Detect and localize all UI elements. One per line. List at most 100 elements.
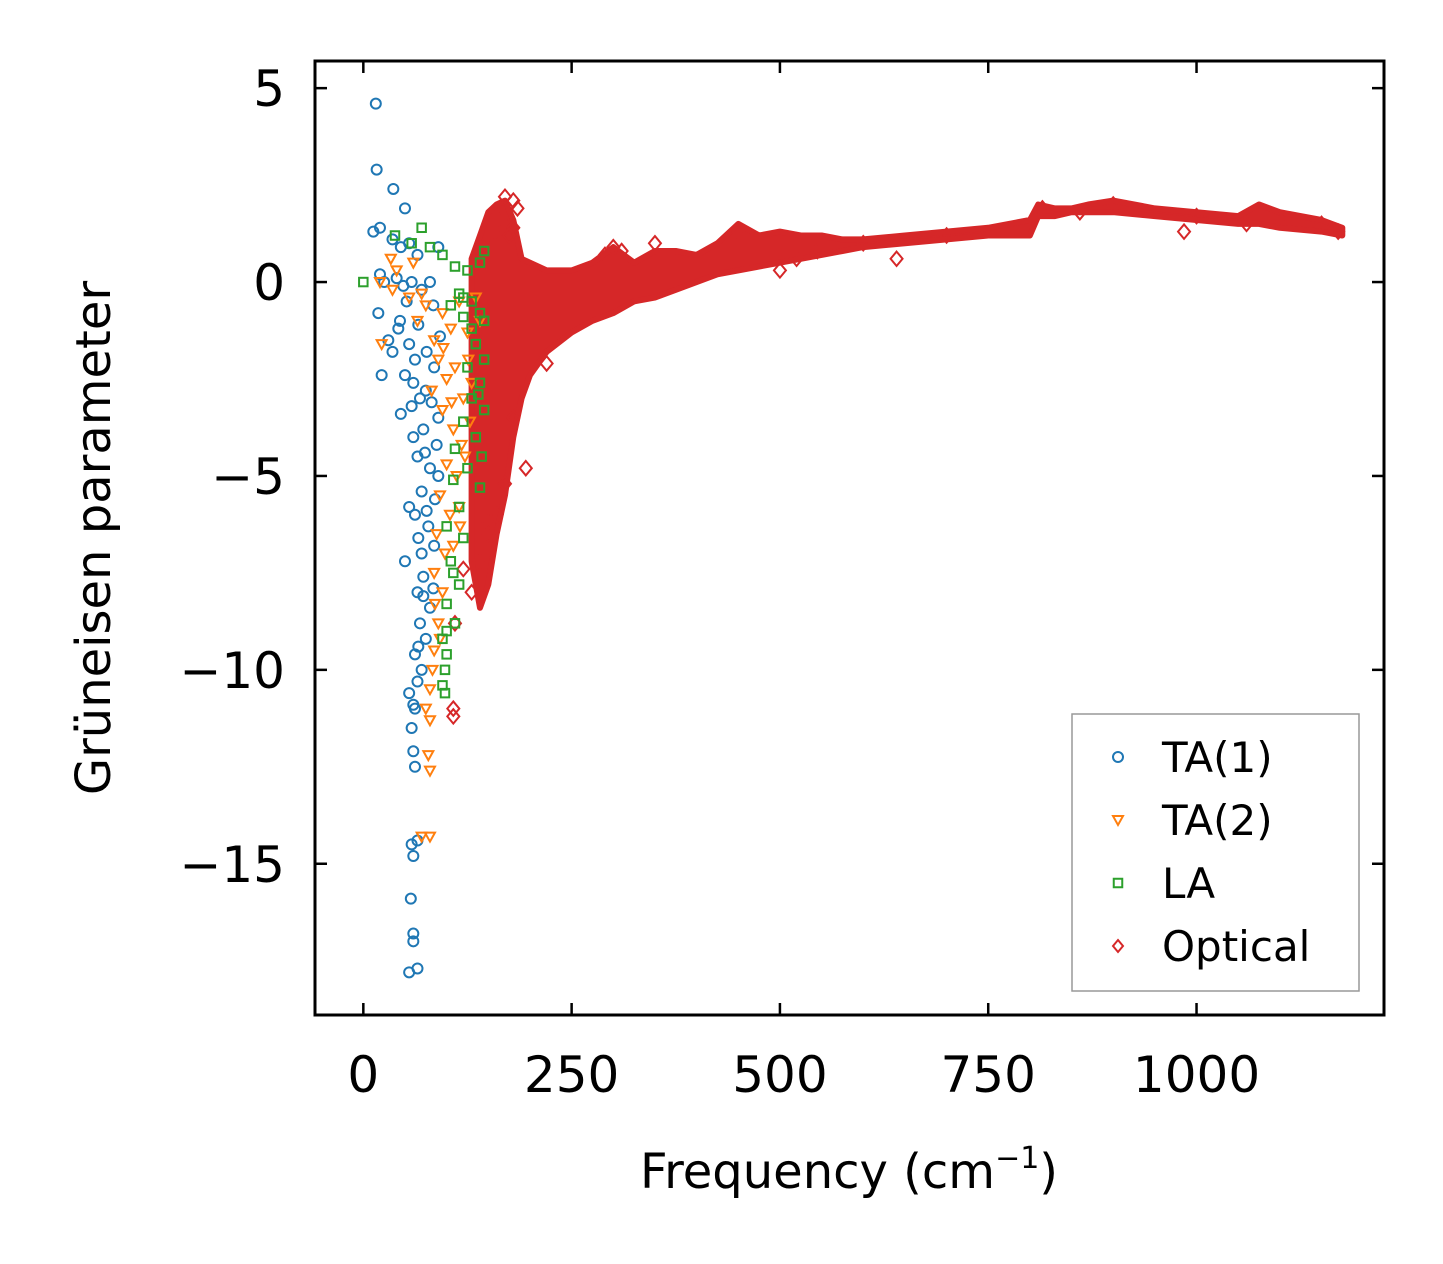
data-point-ta-2 <box>446 424 461 437</box>
data-point-la <box>437 249 448 261</box>
data-point-ta-1 <box>412 318 425 331</box>
data-point-ta-1 <box>407 927 420 940</box>
data-point-ta-1 <box>415 663 428 676</box>
data-point-optical <box>1330 222 1346 241</box>
data-point-ta-1 <box>398 202 411 215</box>
data-point-la <box>445 300 457 311</box>
data-point-optical <box>647 234 663 253</box>
data-point-ta-2 <box>427 645 441 658</box>
data-point-optical <box>506 218 521 237</box>
data-point-optical <box>497 187 513 206</box>
data-point-ta-1 <box>404 892 417 905</box>
data-point-optical <box>855 234 871 253</box>
data-point-la <box>389 230 401 241</box>
data-point-ta-1 <box>407 850 420 862</box>
data-point-ta-1 <box>405 276 418 289</box>
data-point-ta-2 <box>429 529 444 542</box>
data-point-ta-1 <box>407 745 420 758</box>
data-point-ta-2 <box>419 703 433 716</box>
data-point-la <box>458 311 469 323</box>
data-point-ta-1 <box>375 369 388 382</box>
data-point-ta-2 <box>384 253 398 266</box>
data-point-optical <box>493 211 509 229</box>
legend-marker-ta-2 <box>1111 815 1125 828</box>
data-point-optical <box>456 560 471 578</box>
data-point-optical <box>605 238 621 256</box>
data-point-optical <box>1176 222 1192 241</box>
data-point-ta-2 <box>444 323 458 336</box>
data-point-ta-2 <box>410 315 425 328</box>
data-point-optical <box>730 222 746 241</box>
data-point-ta-2 <box>421 750 436 763</box>
data-point-la <box>466 323 477 334</box>
data-point-optical <box>614 242 629 260</box>
data-point-ta-1 <box>398 555 411 568</box>
data-point-ta-2 <box>458 451 472 464</box>
legend-frame <box>1071 713 1360 992</box>
data-point-la <box>441 625 452 637</box>
data-point-ta-1 <box>417 590 430 603</box>
data-point-ta-1 <box>407 935 420 948</box>
data-point-ta-2 <box>427 335 441 348</box>
data-point-ta-1 <box>403 500 416 513</box>
data-point-ta-2 <box>423 765 437 778</box>
data-point-la <box>449 443 461 455</box>
legend-label-ta-2: TA(2) <box>1161 796 1273 845</box>
data-point-ta-2 <box>446 540 461 553</box>
data-point-optical <box>497 474 513 493</box>
data-point-optical <box>472 552 488 571</box>
data-point-optical <box>481 525 496 543</box>
legend-marker-ta-1 <box>1112 751 1124 763</box>
x-tick-label: 750 <box>941 1046 1036 1104</box>
axes-frame <box>313 59 1386 1017</box>
data-point-ta-2 <box>453 521 467 534</box>
data-point-ta-2 <box>419 300 433 313</box>
data-point-ta-2 <box>385 284 400 297</box>
data-point-ta-2 <box>402 292 416 305</box>
data-point-la <box>470 431 482 443</box>
data-point-ta-2 <box>435 308 450 321</box>
data-point-optical <box>446 707 461 726</box>
data-point-ta-1 <box>430 438 443 451</box>
data-point-ta-2 <box>444 397 459 410</box>
data-point-ta-1 <box>405 722 418 735</box>
data-point-ta-1 <box>407 431 420 444</box>
data-point-ta-2 <box>414 831 429 844</box>
data-point-optical <box>539 354 554 373</box>
data-point-ta-2 <box>431 354 446 367</box>
data-point-ta-2 <box>456 393 471 406</box>
data-point-ta-1 <box>423 276 436 289</box>
data-point-ta-1 <box>405 400 418 413</box>
data-point-ta-1 <box>420 504 433 517</box>
data-point-ta-1 <box>407 376 420 389</box>
data-point-ta-2 <box>436 342 451 356</box>
data-point-ta-2 <box>433 490 447 503</box>
data-point-optical <box>1272 211 1288 229</box>
data-point-optical <box>506 191 521 210</box>
data-point-la <box>458 292 469 303</box>
data-point-ta-2 <box>414 288 429 301</box>
data-point-la <box>424 241 436 253</box>
data-point-ta-1 <box>415 547 428 560</box>
data-point-ta-1 <box>413 392 426 405</box>
data-point-optical <box>501 226 517 245</box>
data-point-ta-2 <box>461 354 476 367</box>
x-tick-label: 500 <box>732 1046 827 1104</box>
data-point-ta-1 <box>393 314 406 327</box>
legend-label-la: LA <box>1162 859 1215 908</box>
data-point-la <box>406 238 417 249</box>
data-point-ta-1 <box>386 345 399 358</box>
data-point-optical <box>464 583 479 602</box>
data-point-la <box>448 474 459 486</box>
data-point-la <box>439 664 451 676</box>
data-point-ta-2 <box>448 362 462 375</box>
data-point-la <box>470 338 482 350</box>
data-point-ta-1 <box>407 698 420 711</box>
data-point-la <box>462 462 473 474</box>
data-point-optical <box>510 199 525 218</box>
data-point-ta-2 <box>438 548 452 561</box>
data-point-ta-2 <box>374 339 389 352</box>
data-point-ta-1 <box>419 632 432 645</box>
x-tick-label: 0 <box>347 1046 379 1104</box>
data-point-ta-1 <box>417 423 430 436</box>
